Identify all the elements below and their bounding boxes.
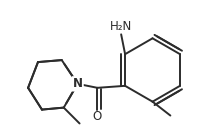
Text: H₂N: H₂N — [110, 20, 132, 33]
Text: N: N — [73, 77, 83, 90]
Text: O: O — [93, 110, 102, 123]
Text: N: N — [73, 77, 83, 90]
